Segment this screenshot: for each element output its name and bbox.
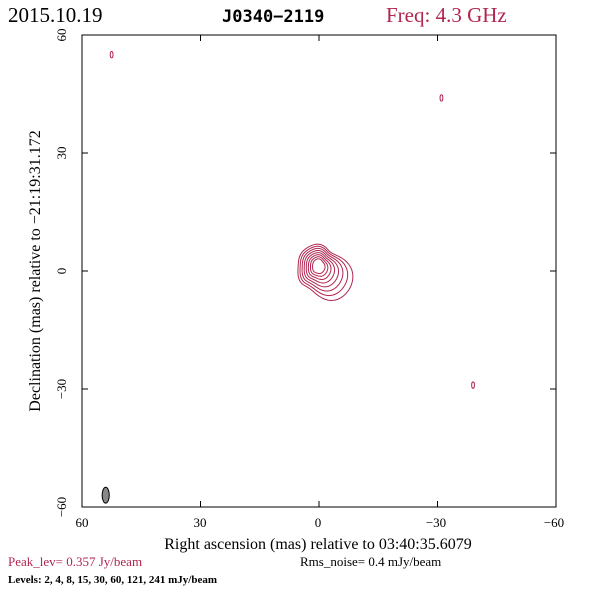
x-tick-label: 30 bbox=[194, 515, 207, 530]
beam-group bbox=[101, 486, 110, 504]
contour-group bbox=[109, 50, 475, 389]
axis-ticks bbox=[81, 34, 557, 508]
contour-line bbox=[297, 243, 354, 301]
frequency-label: Freq: 4.3 GHz bbox=[386, 3, 507, 27]
beam-ellipse bbox=[101, 486, 110, 504]
noise-contour bbox=[471, 381, 475, 389]
x-tick-label: −30 bbox=[426, 515, 446, 530]
x-tick-label: −60 bbox=[544, 515, 564, 530]
y-tick-label: 0 bbox=[54, 268, 69, 275]
y-tick-label: 60 bbox=[54, 29, 69, 42]
contour-line bbox=[303, 249, 340, 288]
rms-noise: Rms_noise= 0.4 mJy/beam bbox=[300, 554, 441, 569]
source-name: J0340−2119 bbox=[222, 7, 324, 27]
plot-frame bbox=[81, 34, 557, 508]
contour-line bbox=[309, 256, 329, 277]
contour-line bbox=[299, 245, 349, 297]
noise-contour bbox=[439, 94, 444, 102]
x-tick-labels: 60 30 0 −30 −60 bbox=[76, 515, 565, 530]
y-tick-label: −30 bbox=[54, 379, 69, 399]
contour-line bbox=[305, 252, 336, 284]
y-tick-labels: −60 −30 0 30 60 bbox=[54, 29, 69, 518]
contour-line bbox=[312, 258, 326, 274]
x-tick-label: 0 bbox=[315, 515, 322, 530]
contour-line bbox=[301, 247, 344, 292]
peak-level: Peak_lev= 0.357 Jy/beam bbox=[8, 554, 142, 569]
x-tick-label: 60 bbox=[76, 515, 89, 530]
y-axis-label: Declination (mas) relative to −21:19:31.… bbox=[27, 130, 44, 411]
contour-levels: Levels: 2, 4, 8, 15, 30, 60, 121, 241 mJ… bbox=[8, 574, 217, 586]
noise-contour bbox=[109, 50, 114, 59]
contour-line bbox=[307, 254, 332, 280]
y-tick-label: 30 bbox=[54, 147, 69, 160]
observation-date: 2015.10.19 bbox=[8, 3, 103, 27]
y-tick-label: −60 bbox=[54, 497, 69, 517]
x-axis-label: Right ascension (mas) relative to 03:40:… bbox=[164, 536, 472, 553]
